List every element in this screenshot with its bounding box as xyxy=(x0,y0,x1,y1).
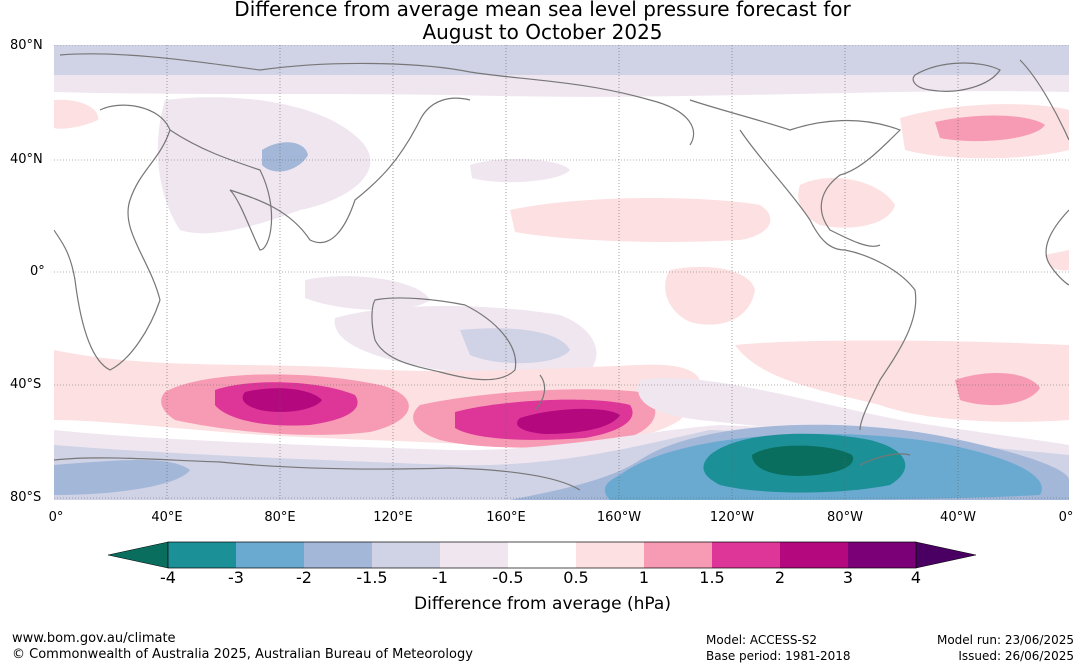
pacific-strong-high xyxy=(517,408,620,434)
maritime-weak-low xyxy=(305,276,430,310)
lon-label: 120°E xyxy=(373,510,413,525)
colorbar-segment xyxy=(508,542,576,568)
south-atlantic-high xyxy=(955,373,1040,406)
amundsen-core-low xyxy=(752,445,854,476)
colorbar-segment xyxy=(712,542,780,568)
colorbar-tick: 1.5 xyxy=(699,568,725,587)
north-pacific-weak-high xyxy=(510,198,771,243)
indian-sector-low xyxy=(54,460,190,495)
asia-east-low xyxy=(470,158,570,183)
pacific-weak-low-edge xyxy=(638,378,1069,455)
footer-copyright: © Commonwealth of Australia 2025, Austra… xyxy=(12,647,473,662)
colorbar-segment xyxy=(304,542,372,568)
colorbar-tick: -1 xyxy=(432,568,448,587)
lat-label: 80°S xyxy=(10,490,42,505)
colorbar-extend-low xyxy=(107,541,169,569)
lon-label: 0° xyxy=(48,510,64,525)
map-title-line-1: Difference from average mean sea level p… xyxy=(234,0,851,21)
colorbar-segment xyxy=(440,542,508,568)
colorbar-tick: -4 xyxy=(160,568,176,587)
footer-base-period: Base period: 1981-2018 xyxy=(706,649,851,663)
footer-issued: Issued: 26/06/2025 xyxy=(958,649,1074,663)
colorbar-tick: -3 xyxy=(228,568,244,587)
australia-low xyxy=(460,328,570,364)
anomaly-field xyxy=(54,45,1069,500)
colorbar-segment xyxy=(780,542,848,568)
lat-label: 40°S xyxy=(10,377,42,392)
lon-label: 120°W xyxy=(709,510,755,525)
europe-weak-high xyxy=(54,99,99,129)
lon-label: 40°E xyxy=(151,510,183,525)
arctic-weak-low xyxy=(54,75,1069,97)
colorbar-segment xyxy=(576,542,644,568)
footer-model-run: Model run: 23/06/2025 xyxy=(936,633,1074,647)
lon-label: 0° xyxy=(1058,510,1074,525)
colorbar-tick: 0.5 xyxy=(563,568,589,587)
colorbar-tick: -2 xyxy=(296,568,312,587)
graticule xyxy=(54,45,1069,500)
colorbar-tick: 3 xyxy=(842,568,854,587)
colorbar-segment xyxy=(236,542,304,568)
colorbar-extend-high xyxy=(915,541,977,569)
colorbar-segment xyxy=(848,542,916,568)
colorbar-tick: 1 xyxy=(638,568,650,587)
lon-label: 80°W xyxy=(827,510,863,525)
colorbar xyxy=(107,541,977,569)
lon-label: 40°W xyxy=(940,510,976,525)
colorbar-segment xyxy=(372,542,440,568)
lon-label: 80°E xyxy=(264,510,296,525)
tibet-low xyxy=(262,142,308,172)
colorbar-label: Difference from average (hPa) xyxy=(414,594,671,614)
lat-label: 80°N xyxy=(10,38,43,53)
map-title-line-2: August to October 2025 xyxy=(422,20,663,44)
central-pacific-weak-high xyxy=(665,266,755,325)
arctic-low-band xyxy=(54,45,1069,77)
lon-label: 160°E xyxy=(486,510,526,525)
lon-label: 160°W xyxy=(596,510,642,525)
lat-label: 40°N xyxy=(10,152,43,167)
indian-ocean-strong-high xyxy=(242,388,322,412)
west-africa-weak-high xyxy=(1045,250,1069,271)
north-atlantic-high xyxy=(935,115,1045,142)
colorbar-tick: 4 xyxy=(910,568,922,587)
colorbar-tick: -1.5 xyxy=(356,568,388,587)
colorbar-tick: 2 xyxy=(774,568,786,587)
lat-label: 0° xyxy=(30,264,45,279)
colorbar-segment xyxy=(644,542,712,568)
footer-model: Model: ACCESS-S2 xyxy=(706,633,818,647)
colorbar-segment xyxy=(168,542,236,568)
coastlines xyxy=(54,53,1069,491)
colorbar-tick: -0.5 xyxy=(492,568,524,587)
footer-url[interactable]: www.bom.gov.au/climate xyxy=(12,631,176,646)
